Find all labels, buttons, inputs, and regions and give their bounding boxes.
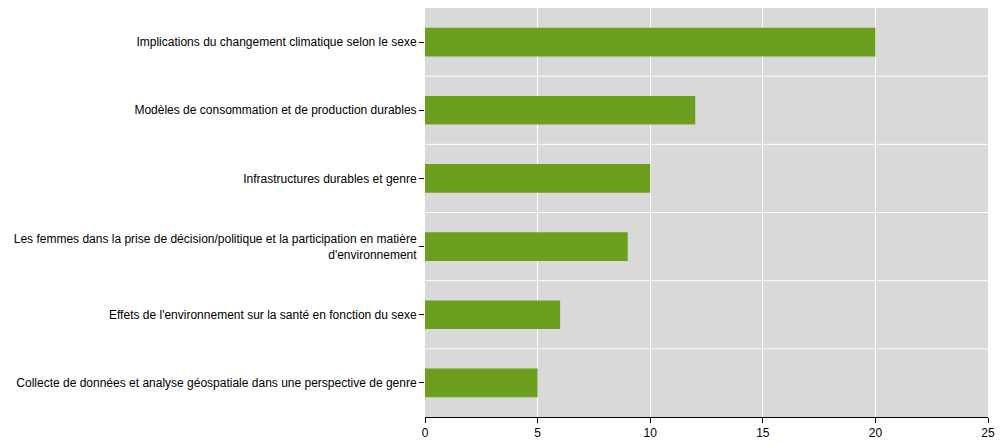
svg-text:Effets de l'environnement sur: Effets de l'environnement sur la santé e…: [109, 308, 417, 322]
svg-text:15: 15: [756, 426, 770, 440]
svg-text:0: 0: [422, 426, 429, 440]
svg-text:5: 5: [534, 426, 541, 440]
svg-text:Modèles de consommation et de: Modèles de consommation et de production…: [134, 103, 416, 117]
svg-text:Les femmes dans la prise de dé: Les femmes dans la prise de décision/pol…: [14, 232, 418, 262]
svg-text:Implications du changement cli: Implications du changement climatique se…: [136, 35, 416, 49]
svg-text:20: 20: [869, 426, 883, 440]
svg-text:Infrastructures durables et ge: Infrastructures durables et genre: [243, 172, 417, 186]
svg-text:25: 25: [981, 426, 995, 440]
svg-text:10: 10: [644, 426, 658, 440]
svg-text:Collecte de données et analyse: Collecte de données et analyse géospatia…: [16, 376, 417, 390]
